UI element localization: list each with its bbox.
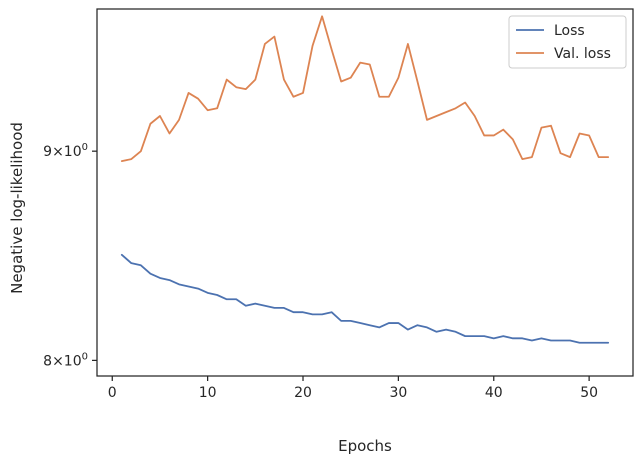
y-tick-label: 9×100 (43, 142, 88, 160)
x-tick-label: 30 (389, 385, 407, 401)
legend-label-loss: Loss (554, 23, 585, 39)
x-axis-ticks: 0 10 20 30 40 50 (108, 376, 598, 401)
series-line-loss (120, 253, 610, 344)
y-axis-label: Negative log-likelihood (8, 122, 26, 294)
series-layer (120, 15, 610, 344)
x-tick-label: 40 (485, 385, 503, 401)
y-axis-ticks: 8×100 9×100 (43, 142, 97, 369)
legend-label-val-loss: Val. loss (554, 46, 611, 62)
x-tick-label: 0 (108, 385, 117, 401)
y-tick-label: 8×100 (43, 351, 88, 369)
legend: Loss Val. loss (508, 15, 627, 69)
plot-area (96, 8, 634, 377)
axes-frame (96, 8, 634, 377)
x-tick-label: 10 (199, 385, 217, 401)
x-tick-label: 20 (294, 385, 312, 401)
x-axis-label: Epochs (338, 437, 392, 455)
x-tick-label: 50 (580, 385, 598, 401)
series-line-val-loss (120, 15, 610, 162)
legend-box (508, 15, 627, 69)
